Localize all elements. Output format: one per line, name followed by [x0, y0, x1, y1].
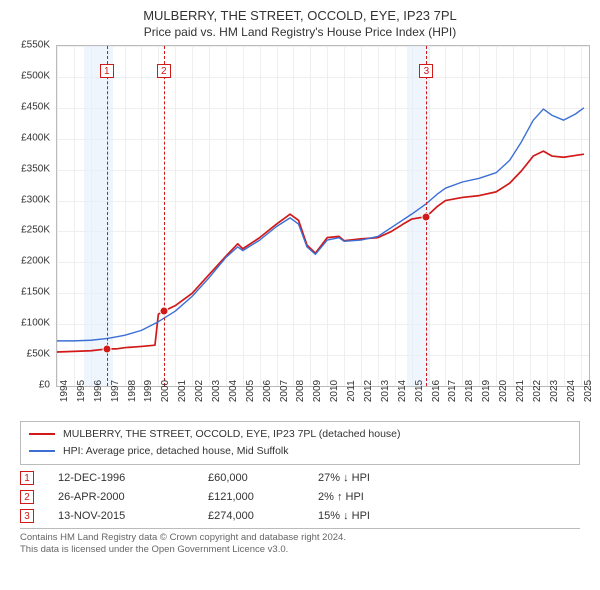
- y-tick-label: £100K: [21, 318, 50, 329]
- plot-area: 1 2 3: [56, 45, 590, 387]
- event-delta: 2% ↑ HPI: [318, 491, 364, 503]
- y-tick-label: £200K: [21, 256, 50, 267]
- legend-item: MULBERRY, THE STREET, OCCOLD, EYE, IP23 …: [29, 426, 571, 443]
- event-date: 13-NOV-2015: [58, 510, 208, 522]
- y-tick-label: £450K: [21, 101, 50, 112]
- series-price_paid: [57, 151, 584, 352]
- event-marker-box: 3: [419, 64, 433, 78]
- y-tick-label: £500K: [21, 70, 50, 81]
- y-tick-label: £0: [39, 380, 50, 391]
- y-tick-label: £550K: [21, 40, 50, 51]
- chart-subtitle: Price paid vs. HM Land Registry's House …: [10, 25, 590, 39]
- event-row: 2 26-APR-2000£121,0002% ↑ HPI: [20, 490, 580, 504]
- legend-label: HPI: Average price, detached house, Mid …: [63, 443, 289, 460]
- event-price: £60,000: [208, 472, 318, 484]
- series-hpi: [57, 108, 584, 341]
- event-vline: [164, 46, 165, 386]
- attribution-line: Contains HM Land Registry data © Crown c…: [20, 532, 580, 545]
- event-vline: [107, 46, 108, 386]
- event-date: 12-DEC-1996: [58, 472, 208, 484]
- event-date: 26-APR-2000: [58, 491, 208, 503]
- figure-container: MULBERRY, THE STREET, OCCOLD, EYE, IP23 …: [0, 0, 600, 563]
- legend-label: MULBERRY, THE STREET, OCCOLD, EYE, IP23 …: [63, 426, 401, 443]
- y-tick-label: £250K: [21, 225, 50, 236]
- legend-item: HPI: Average price, detached house, Mid …: [29, 443, 571, 460]
- event-number-box: 1: [20, 471, 34, 485]
- y-tick-label: £400K: [21, 132, 50, 143]
- event-delta: 15% ↓ HPI: [318, 510, 370, 522]
- event-marker-box: 1: [100, 64, 114, 78]
- event-row: 1 12-DEC-1996£60,00027% ↓ HPI: [20, 471, 580, 485]
- x-tick-label: 2025: [583, 380, 600, 402]
- event-point: [102, 344, 111, 353]
- event-price: £121,000: [208, 491, 318, 503]
- event-number-box: 3: [20, 509, 34, 523]
- legend: MULBERRY, THE STREET, OCCOLD, EYE, IP23 …: [20, 421, 580, 465]
- event-number-box: 2: [20, 490, 34, 504]
- chart-area: £0 £50K £100K £150K £200K £250K £300K £350K £400…: [10, 45, 590, 415]
- attribution-line: This data is licensed under the Open Gov…: [20, 544, 580, 557]
- legend-swatch: [29, 450, 55, 452]
- y-tick-label: £50K: [27, 349, 50, 360]
- event-row: 3 13-NOV-2015£274,00015% ↓ HPI: [20, 509, 580, 523]
- event-delta: 27% ↓ HPI: [318, 472, 370, 484]
- event-point: [159, 307, 168, 316]
- legend-swatch: [29, 433, 55, 435]
- event-point: [422, 212, 431, 221]
- x-axis: 1994199519961997199819992000200120022003…: [56, 389, 588, 415]
- y-tick-label: £350K: [21, 163, 50, 174]
- chart-title: MULBERRY, THE STREET, OCCOLD, EYE, IP23 …: [10, 8, 590, 23]
- event-table: 1 12-DEC-1996£60,00027% ↓ HPI 2 26-APR-2000…: [20, 471, 580, 523]
- event-price: £274,000: [208, 510, 318, 522]
- series-svg: [57, 46, 589, 386]
- event-marker-box: 2: [157, 64, 171, 78]
- attribution: Contains HM Land Registry data © Crown c…: [20, 528, 580, 558]
- y-axis: £0£50K£100K£150K£200K£250K£300K£350K£400…: [10, 45, 54, 385]
- y-tick-label: £300K: [21, 194, 50, 205]
- y-tick-label: £150K: [21, 287, 50, 298]
